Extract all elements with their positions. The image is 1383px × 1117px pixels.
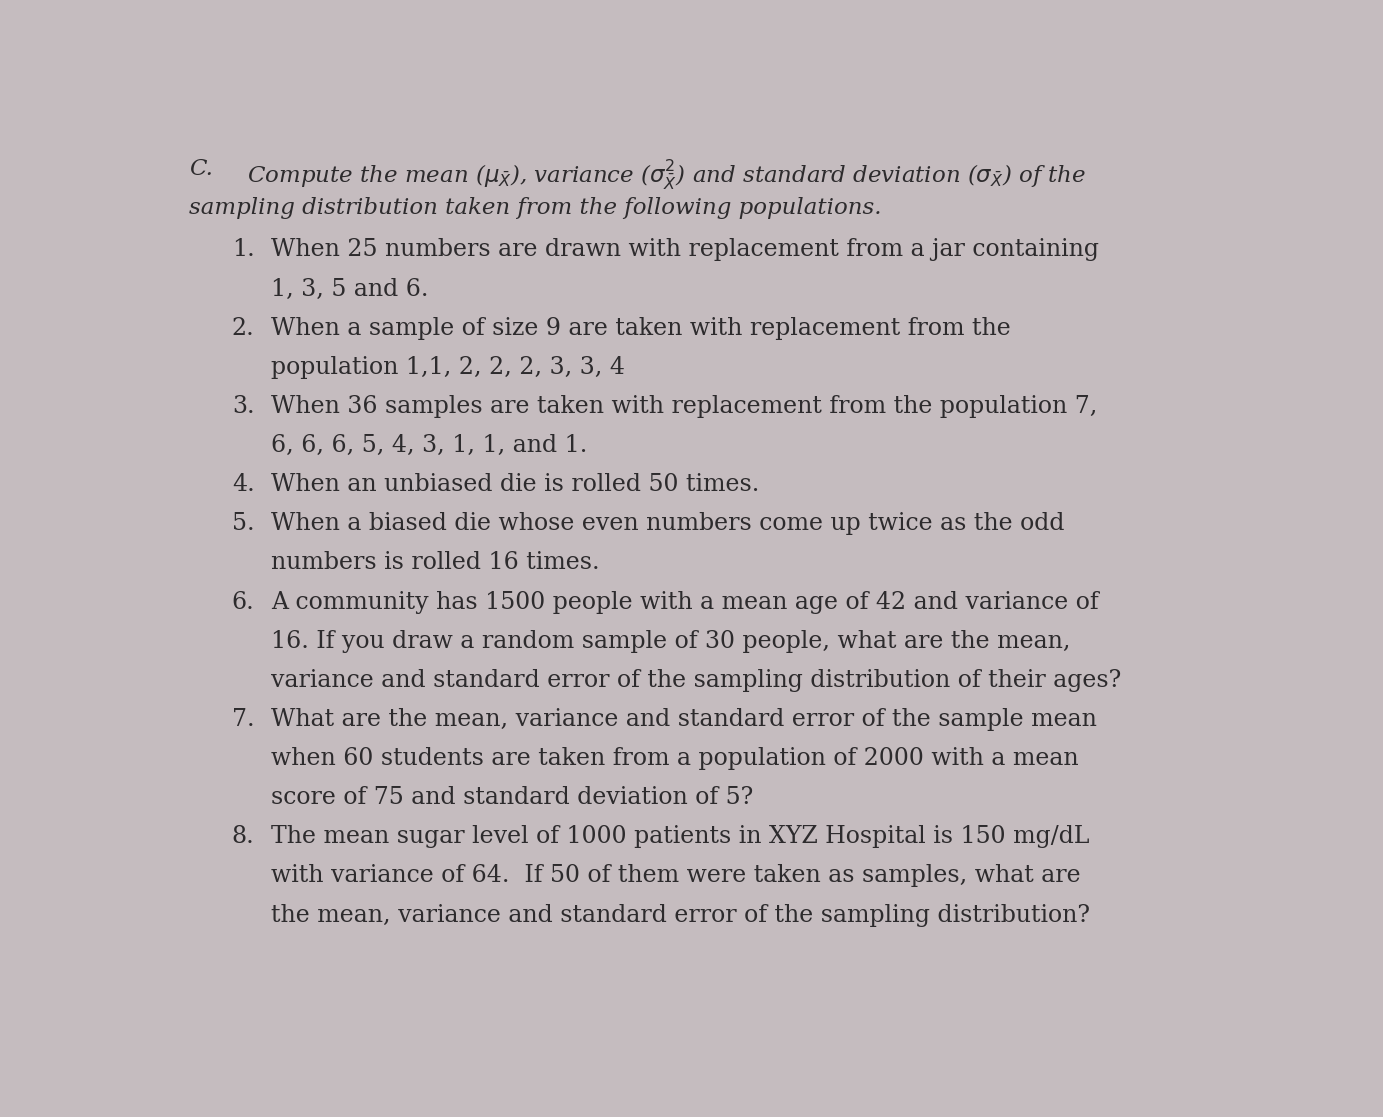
Text: When a sample of size 9 are taken with replacement from the: When a sample of size 9 are taken with r… bbox=[271, 316, 1011, 340]
Text: When 36 samples are taken with replacement from the population 7,: When 36 samples are taken with replaceme… bbox=[271, 395, 1098, 418]
Text: C.: C. bbox=[189, 159, 213, 180]
Text: 6.: 6. bbox=[232, 591, 254, 613]
Text: A community has 1500 people with a mean age of 42 and variance of: A community has 1500 people with a mean … bbox=[271, 591, 1099, 613]
Text: 1.: 1. bbox=[232, 238, 254, 261]
Text: when 60 students are taken from a population of 2000 with a mean: when 60 students are taken from a popula… bbox=[271, 747, 1079, 770]
Text: When a biased die whose even numbers come up twice as the odd: When a biased die whose even numbers com… bbox=[271, 513, 1065, 535]
Text: 1, 3, 5 and 6.: 1, 3, 5 and 6. bbox=[271, 277, 429, 300]
Text: sampling distribution taken from the following populations.: sampling distribution taken from the fol… bbox=[189, 198, 881, 219]
Text: What are the mean, variance and standard error of the sample mean: What are the mean, variance and standard… bbox=[271, 708, 1097, 731]
Text: population 1,1, 2, 2, 2, 3, 3, 4: population 1,1, 2, 2, 2, 3, 3, 4 bbox=[271, 355, 625, 379]
Text: the mean, variance and standard error of the sampling distribution?: the mean, variance and standard error of… bbox=[271, 904, 1090, 927]
Text: The mean sugar level of 1000 patients in XYZ Hospital is 150 mg/dL: The mean sugar level of 1000 patients in… bbox=[271, 825, 1090, 848]
Text: score of 75 and standard deviation of 5?: score of 75 and standard deviation of 5? bbox=[271, 786, 754, 809]
Text: 7.: 7. bbox=[232, 708, 254, 731]
Text: 8.: 8. bbox=[232, 825, 254, 848]
Text: 3.: 3. bbox=[232, 395, 254, 418]
Text: variance and standard error of the sampling distribution of their ages?: variance and standard error of the sampl… bbox=[271, 669, 1122, 691]
Text: with variance of 64.  If 50 of them were taken as samples, what are: with variance of 64. If 50 of them were … bbox=[271, 865, 1082, 888]
Text: 5.: 5. bbox=[232, 513, 254, 535]
Text: numbers is rolled 16 times.: numbers is rolled 16 times. bbox=[271, 552, 600, 574]
Text: 2.: 2. bbox=[232, 316, 254, 340]
Text: 6, 6, 6, 5, 4, 3, 1, 1, and 1.: 6, 6, 6, 5, 4, 3, 1, 1, and 1. bbox=[271, 435, 588, 457]
Text: When an unbiased die is rolled 50 times.: When an unbiased die is rolled 50 times. bbox=[271, 474, 759, 496]
Text: 4.: 4. bbox=[232, 474, 254, 496]
Text: When 25 numbers are drawn with replacement from a jar containing: When 25 numbers are drawn with replaceme… bbox=[271, 238, 1099, 261]
Text: 16. If you draw a random sample of 30 people, what are the mean,: 16. If you draw a random sample of 30 pe… bbox=[271, 630, 1070, 652]
Text: Compute the mean ($\mu_{\bar{X}}$), variance ($\sigma^2_{\bar{X}}$) and standard: Compute the mean ($\mu_{\bar{X}}$), vari… bbox=[189, 159, 1086, 192]
